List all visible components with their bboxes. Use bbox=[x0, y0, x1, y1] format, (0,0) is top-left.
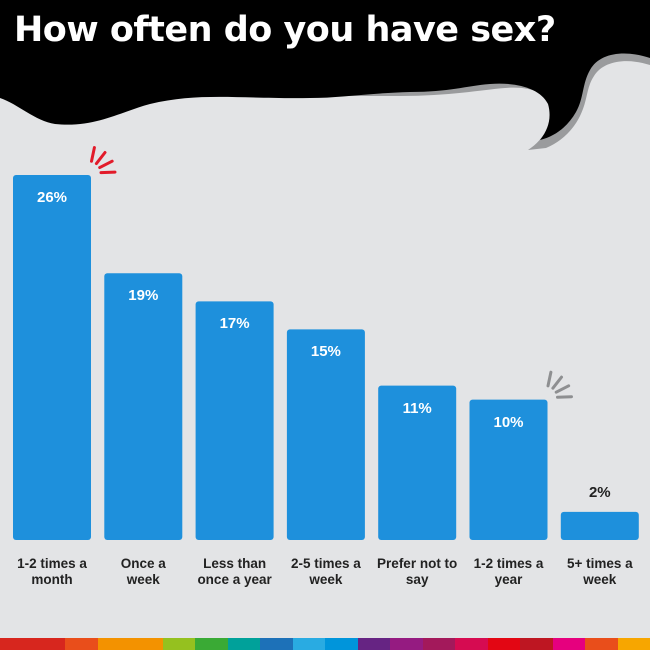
bar-6 bbox=[469, 399, 548, 540]
stripe-segment bbox=[422, 638, 455, 650]
burst-line bbox=[98, 159, 114, 170]
burst-line bbox=[546, 370, 553, 388]
category-label-line: 1-2 times a bbox=[17, 556, 87, 571]
category-label: 2-5 times a week bbox=[280, 556, 372, 588]
bar-value-label: 2% bbox=[588, 483, 611, 501]
category-label: 1-2 times a year bbox=[463, 556, 555, 588]
category-label: 1-2 times a month bbox=[6, 556, 98, 588]
bar-value-label: 26% bbox=[36, 189, 68, 206]
burst-line bbox=[554, 384, 571, 394]
stripe-segment bbox=[585, 638, 618, 650]
stripe-segment bbox=[162, 638, 195, 650]
bar-2 bbox=[104, 273, 183, 540]
bar-3 bbox=[195, 301, 274, 540]
stripe-segment bbox=[617, 638, 650, 650]
category-label: Prefer not to say bbox=[371, 556, 463, 588]
burst-line bbox=[89, 146, 96, 163]
stripe-segment bbox=[195, 638, 228, 650]
category-label-line: Prefer not to bbox=[377, 556, 458, 571]
category-label-line: say bbox=[405, 572, 429, 587]
stripe-segment bbox=[390, 638, 423, 650]
bar-value-label: 19% bbox=[128, 287, 159, 305]
stripe-segment bbox=[260, 638, 293, 650]
category-label: Less than once a year bbox=[189, 556, 281, 588]
category-label-line: week bbox=[126, 572, 160, 587]
category-label-line: week bbox=[309, 572, 343, 587]
bar-value-label: 17% bbox=[219, 315, 250, 333]
burst-line bbox=[94, 151, 107, 166]
category-label-line: Less than bbox=[203, 556, 267, 571]
bar-7 bbox=[560, 511, 639, 540]
footer-color-stripe bbox=[0, 638, 650, 650]
stripe-segment bbox=[97, 638, 130, 650]
stripe-segment bbox=[357, 638, 390, 650]
stripe-segment bbox=[227, 638, 260, 650]
bar-1 bbox=[13, 175, 91, 540]
bar-value-label: 15% bbox=[310, 343, 341, 361]
category-label-line: 2-5 times a bbox=[290, 556, 361, 571]
category-label: Once a week bbox=[97, 556, 189, 588]
bar-value-label: 10% bbox=[493, 413, 524, 431]
stripe-segment bbox=[520, 638, 553, 650]
category-label-line: year bbox=[494, 572, 523, 587]
highlight-burst-grey bbox=[546, 370, 573, 399]
header-banner bbox=[0, 0, 650, 150]
stripe-segment bbox=[32, 638, 65, 650]
category-label-line: Once a bbox=[120, 556, 166, 571]
stripe-segment bbox=[487, 638, 520, 650]
category-label-line: week bbox=[583, 572, 617, 587]
stripe-segment bbox=[292, 638, 325, 650]
stripe-segment bbox=[65, 638, 98, 650]
chart-title: How often do you have sex? bbox=[14, 10, 556, 50]
category-label-line: 5+ times a bbox=[566, 556, 633, 571]
stripe-segment bbox=[130, 638, 163, 650]
category-label-line: once a year bbox=[197, 572, 272, 587]
bar-4 bbox=[286, 329, 365, 540]
category-label-line: 1-2 times a bbox=[473, 556, 544, 571]
stripe-segment bbox=[325, 638, 358, 650]
bar-value-label: 11% bbox=[402, 399, 432, 417]
stripe-segment bbox=[552, 638, 585, 650]
bar-5 bbox=[378, 385, 457, 540]
header-black-shape bbox=[0, 0, 650, 140]
stripe-segment bbox=[455, 638, 488, 650]
burst-line bbox=[551, 375, 564, 390]
highlight-burst-red bbox=[89, 146, 117, 175]
category-label: 5+ times a week bbox=[554, 556, 646, 588]
stripe-segment bbox=[0, 638, 33, 650]
category-label-line: month bbox=[31, 572, 73, 587]
